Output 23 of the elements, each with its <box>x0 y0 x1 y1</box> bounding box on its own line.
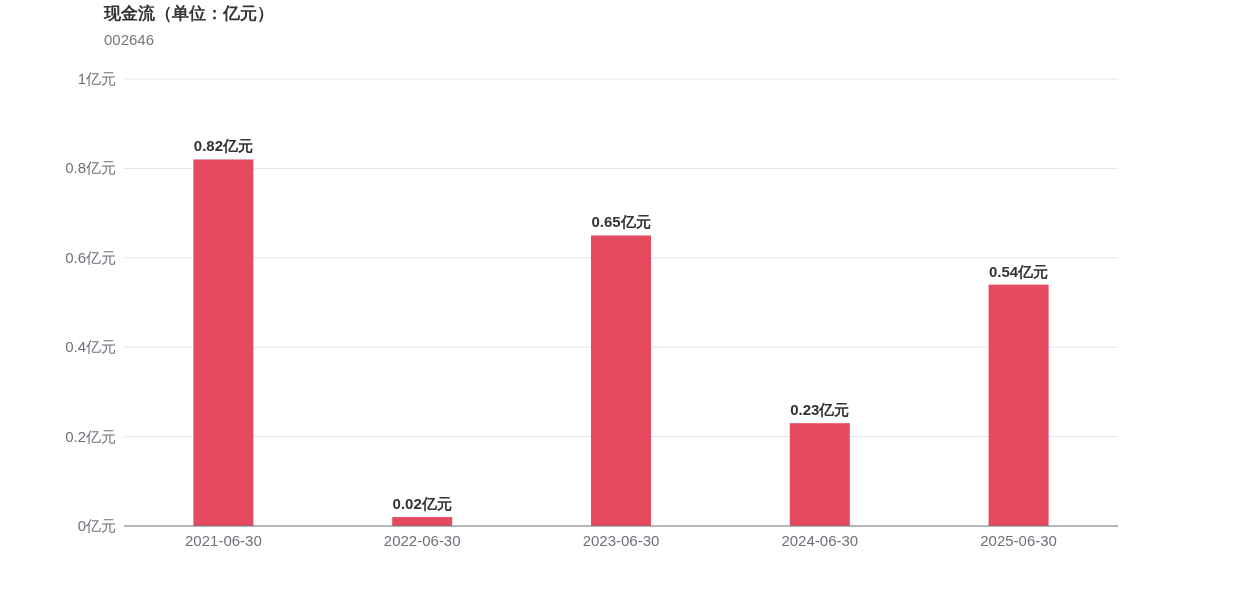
y-tick-label: 0.6亿元 <box>65 248 116 266</box>
bar <box>392 517 453 526</box>
bar <box>193 159 254 526</box>
x-tick-label: 2025-06-30 <box>980 532 1057 549</box>
bar <box>789 423 850 526</box>
data-label: 0.02亿元 <box>392 495 452 513</box>
y-tick-label: 1亿元 <box>77 70 116 87</box>
y-tick-label: 0亿元 <box>77 517 116 534</box>
chart-subtitle: 002646 <box>104 31 155 48</box>
bar <box>988 284 1049 526</box>
data-label: 0.82亿元 <box>193 137 253 155</box>
y-tick-label: 0.4亿元 <box>65 338 116 356</box>
y-tick-label: 0.8亿元 <box>65 159 116 177</box>
data-label: 0.54亿元 <box>989 262 1049 280</box>
data-label: 0.65亿元 <box>591 213 651 231</box>
chart-title: 现金流（单位：亿元） <box>103 4 274 23</box>
data-label: 0.23亿元 <box>790 401 850 419</box>
y-tick-label: 0.2亿元 <box>65 427 116 445</box>
x-tick-label: 2023-06-30 <box>582 532 660 549</box>
bar <box>591 235 651 526</box>
x-tick-label: 2024-06-30 <box>781 532 859 549</box>
x-tick-label: 2021-06-30 <box>185 532 262 549</box>
x-tick-label: 2022-06-30 <box>383 532 461 549</box>
